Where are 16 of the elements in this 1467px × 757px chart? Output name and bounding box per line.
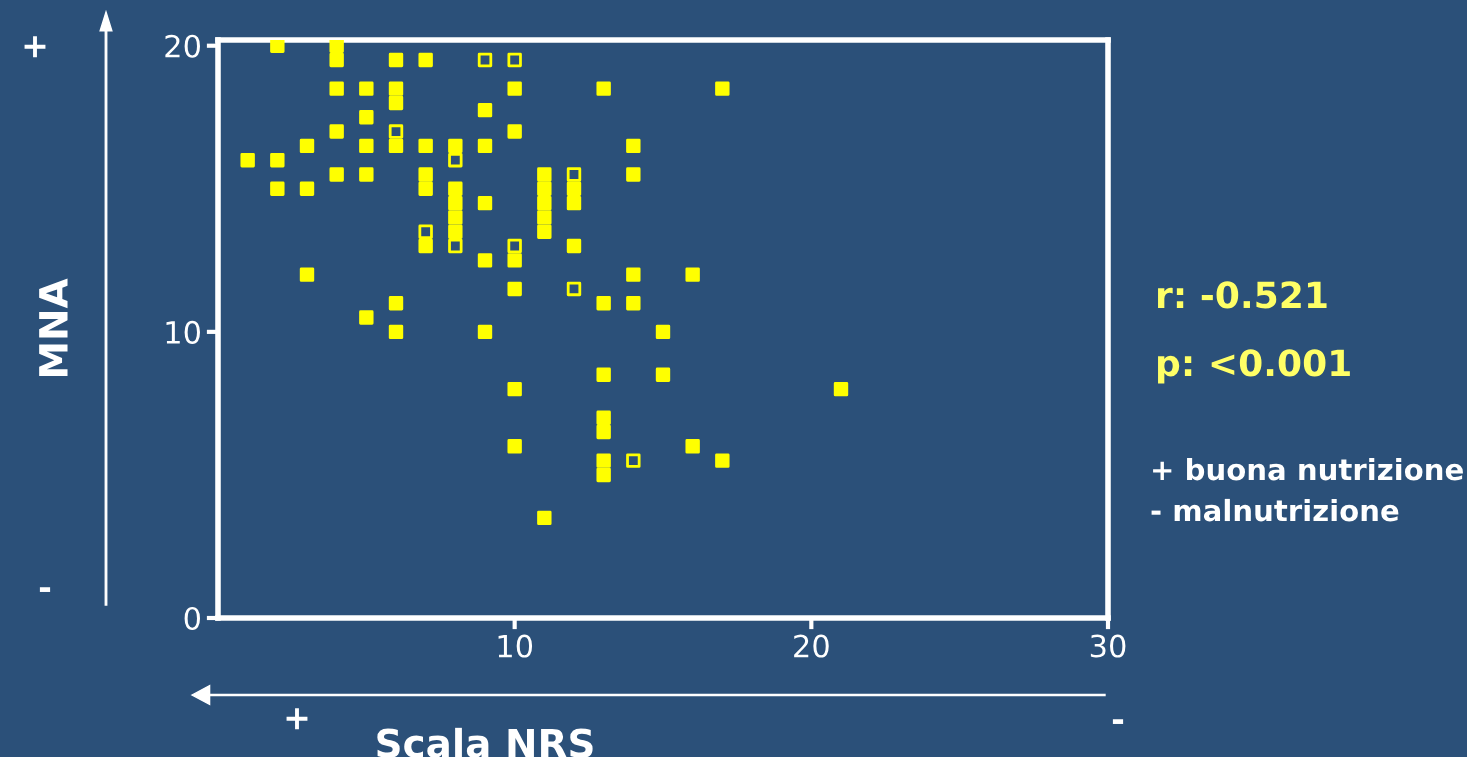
y-axis-title: MNA [39, 278, 68, 377]
x-tick-label: 20 [794, 634, 829, 658]
text: p: <0.001 [1158, 349, 1350, 384]
x-tick-label: 10 [498, 634, 533, 658]
text: - [1112, 719, 1124, 724]
y-tick-label: 10 [166, 320, 200, 344]
text: r: -0.521 [1158, 281, 1327, 309]
text: - malnutrizione [1151, 498, 1399, 522]
text: + buona nutrizione [1153, 457, 1463, 481]
y-tick-label: 0 [184, 606, 200, 631]
text: + [24, 36, 46, 58]
text: - [39, 587, 51, 592]
x-tick-label: 30 [1090, 634, 1126, 658]
y-tick-label: 20 [165, 34, 200, 58]
x-axis-title: Scala NRS [377, 727, 593, 757]
text: + [286, 708, 308, 730]
